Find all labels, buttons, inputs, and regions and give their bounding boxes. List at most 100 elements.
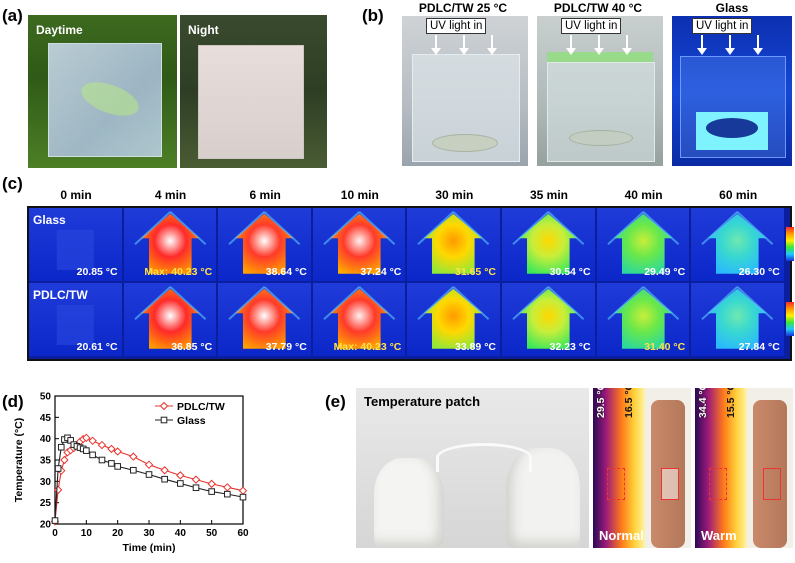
y-tick-label-5: 45 — [40, 413, 52, 424]
warm-cold-temp: 15.5 °C — [725, 388, 737, 418]
thermal-cell-0-3: 37.24 °C — [312, 208, 406, 281]
y-tick-label-6: 50 — [40, 392, 52, 403]
x-tick-label-3: 30 — [143, 528, 155, 539]
series-1-point-14 — [114, 463, 121, 470]
legend-marker-0 — [159, 401, 169, 411]
series-0-point-21 — [223, 483, 232, 492]
thermal-cell-0-6: 29.49 °C — [596, 208, 690, 281]
y-tick-label-0: 20 — [40, 520, 52, 531]
x-tick-label-5: 50 — [206, 528, 218, 539]
color-scale-top — [786, 227, 794, 261]
time-label-5: 35 min — [529, 188, 568, 202]
normal-label: Normal — [599, 528, 644, 543]
time-label-6: 40 min — [624, 188, 663, 202]
uv-label-3: UV light in — [692, 18, 753, 34]
x-tick-label-1: 10 — [81, 528, 93, 539]
thermal-temp-0-5: 30.54 °C — [549, 266, 591, 278]
series-1-point-1 — [54, 465, 62, 472]
b-title-1: PDLC/TW 25 °C — [418, 1, 508, 15]
time-label-4: 30 min — [435, 188, 474, 202]
legend-marker-1 — [160, 416, 168, 424]
series-0-point-12 — [97, 440, 107, 450]
thermal-cell-0-1: Max: 40.23 °C — [123, 208, 217, 281]
thermal-row-label-1: PDLC/TW — [33, 288, 88, 302]
series-1-point-18 — [177, 480, 184, 487]
uv-label-2: UV light in — [561, 18, 622, 34]
series-0-point-18 — [176, 471, 185, 480]
series-1-point-11 — [89, 451, 96, 459]
series-0-point-15 — [129, 452, 138, 461]
thermal-temp-1-0: 20.61 °C — [76, 341, 118, 353]
warm-hot-temp: 34.4 °C — [697, 388, 709, 418]
thermal-cell-0-7: 26.30 °C — [691, 208, 784, 281]
series-1-point-22 — [239, 493, 247, 501]
time-label-2: 6 min — [249, 188, 281, 202]
thermal-cell-1-0: 20.61 °C PDLC/TW — [29, 283, 122, 356]
series-1-point-20 — [208, 488, 215, 495]
thermal-cell-0-0: 20.85 °C Glass — [29, 208, 122, 281]
daytime-label: Daytime — [36, 23, 83, 37]
panel-label-e: (e) — [325, 392, 346, 411]
series-1-point-16 — [145, 471, 153, 478]
thermal-cell-1-2: 37.79 °C — [218, 283, 311, 356]
thermal-temp-1-5: 32.23 °C — [549, 341, 591, 353]
y-axis-label: Temperature (°C) — [13, 418, 25, 503]
color-scale-bottom — [786, 302, 794, 336]
series-0-point-3 — [60, 455, 69, 465]
thermal-temp-1-1: 36.85 °C — [171, 341, 213, 353]
y-tick-label-3: 35 — [40, 456, 52, 467]
x-tick-label-0: 0 — [52, 528, 58, 539]
temperature-patch-photo: Temperature patch — [356, 388, 589, 548]
x-axis-label: Time (min) — [123, 542, 176, 554]
b-title-3: Glass — [715, 1, 749, 15]
pdlc25-photo: UV light in — [402, 16, 528, 166]
series-1-point-21 — [224, 490, 231, 498]
thermal-temp-1-7: 27.84 °C — [738, 341, 780, 353]
thermal-temp-1-6: 31.40 °C — [644, 341, 686, 353]
normal-thermal-photo: 29.5 °C 16.5 °C Normal — [593, 388, 691, 548]
normal-hot-temp: 29.5 °C — [595, 388, 607, 418]
thermal-temp-0-0: 20.85 °C — [76, 266, 118, 278]
warm-thermal-photo: 34.4 °C 15.5 °C Warm — [695, 388, 793, 548]
y-tick-label-2: 30 — [40, 477, 52, 488]
series-0-point-20 — [207, 479, 216, 489]
series-0-point-14 — [113, 447, 122, 456]
x-tick-label-4: 40 — [175, 528, 187, 539]
thermal-temp-0-4: 31.65 °C — [455, 266, 496, 278]
night-photo: Night — [180, 15, 327, 168]
thermal-temp-1-2: 37.79 °C — [265, 341, 307, 353]
time-label-7: 60 min — [719, 188, 758, 202]
daytime-photo: Daytime — [28, 15, 177, 168]
thermal-cell-1-5: 32.23 °C — [502, 283, 595, 356]
series-0-point-13 — [107, 444, 116, 454]
series-1-point-13 — [108, 460, 115, 467]
panel-label-b: (b) — [362, 6, 384, 25]
patch-title: Temperature patch — [364, 394, 481, 409]
thermal-temp-1-3: Max: 40.23 °C — [333, 341, 402, 353]
thermal-cell-1-4: 33.89 °C — [407, 283, 500, 356]
pdlc40-photo: UV light in — [537, 16, 663, 166]
series-1-point-0 — [51, 517, 59, 524]
time-label-0: 0 min — [60, 188, 92, 202]
thermal-temp-1-4: 33.89 °C — [455, 341, 496, 353]
thermal-cell-0-4: 31.65 °C — [407, 208, 500, 281]
normal-cold-temp: 16.5 °C — [623, 388, 635, 418]
thermal-temp-0-6: 29.49 °C — [644, 266, 686, 278]
x-tick-label-6: 60 — [237, 528, 249, 539]
series-0-point-19 — [191, 475, 201, 484]
time-label-3: 10 min — [340, 188, 379, 202]
plot-frame — [54, 395, 244, 525]
series-0-point-22 — [238, 486, 248, 495]
glass-photo: UV light in — [672, 16, 792, 166]
y-tick-label-4: 40 — [40, 434, 52, 445]
thermal-cell-0-2: 38.64 °C — [218, 208, 311, 281]
panel-label-a: (a) — [2, 6, 23, 25]
series-0-point-16 — [144, 460, 154, 469]
temperature-chart: 0 10 20 30 40 50 60 20 25 30 35 40 45 50 Time (min) Tem… — [13, 392, 249, 555]
panel-label-c: (c) — [2, 174, 23, 193]
thermal-row-label-0: Glass — [33, 213, 66, 227]
thermal-temp-0-3: 37.24 °C — [360, 266, 402, 278]
series-0-point-11 — [88, 436, 97, 446]
y-tick-label-1: 25 — [40, 498, 52, 509]
thermal-cell-1-6: 31.40 °C — [596, 283, 690, 356]
